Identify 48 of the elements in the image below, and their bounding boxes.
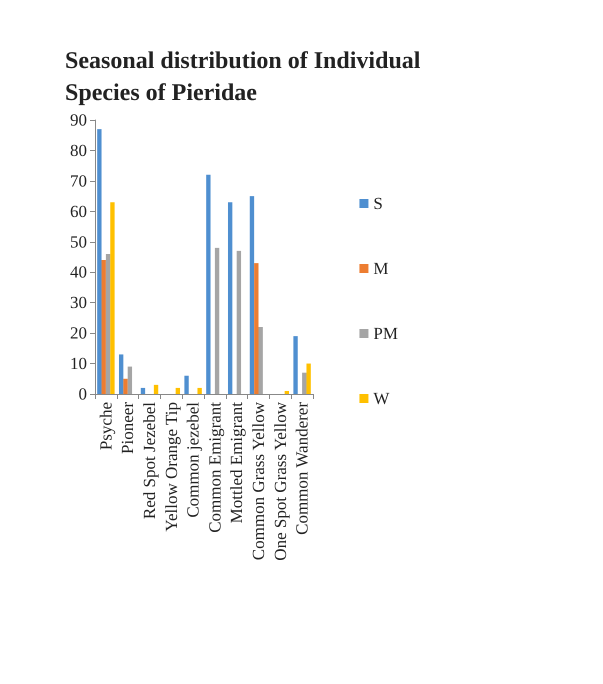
y-tick-label: 90 <box>70 110 87 130</box>
chart-title: Seasonal distribution of Individual Species of Pieridae <box>65 48 426 106</box>
bar <box>293 336 298 394</box>
bar <box>154 384 158 394</box>
y-tick-label: 0 <box>78 384 87 404</box>
bar <box>228 202 232 394</box>
x-tick-label: Yellow Orange Tip <box>162 402 181 532</box>
legend-label: M <box>373 259 389 278</box>
legend-label: W <box>373 389 390 408</box>
bar <box>250 196 254 394</box>
x-tick-label: Common Wanderer <box>292 402 312 535</box>
bar <box>258 327 263 394</box>
bar <box>176 388 180 394</box>
x-tick-label: Pioneer <box>118 402 138 454</box>
bar <box>184 376 189 394</box>
bar <box>97 129 102 394</box>
bar <box>118 354 124 394</box>
y-tick-label: 30 <box>70 293 87 312</box>
bar <box>140 388 146 394</box>
bar <box>110 202 115 394</box>
y-tick-label: 10 <box>70 354 87 374</box>
bar <box>128 366 132 394</box>
bar <box>102 260 106 394</box>
x-tick-label: One Spot Grass Yellow <box>270 401 290 561</box>
bar <box>123 378 128 394</box>
bar <box>254 263 258 394</box>
bar <box>306 364 311 394</box>
x-tick-label: Common Grass Yellow <box>249 401 268 560</box>
y-tick-label: 60 <box>70 202 87 221</box>
bar <box>206 174 211 394</box>
legend-label: S <box>373 194 383 213</box>
y-tick-label: 70 <box>70 171 87 190</box>
x-tick-label: Psyche <box>96 402 116 450</box>
bar <box>214 248 220 394</box>
legend-label: PM <box>373 324 398 343</box>
bar <box>106 254 110 394</box>
x-tick-label: Red Spot Jezebel <box>140 402 159 520</box>
bar <box>284 390 290 394</box>
bar <box>302 372 306 394</box>
bar <box>236 250 242 394</box>
bar <box>197 388 202 394</box>
x-tick-label: Mottled Emigrant <box>227 402 246 524</box>
x-tick-label: Common jezebel <box>184 402 203 518</box>
y-tick-label: 50 <box>70 232 87 252</box>
x-tick-label: Common Emigrant <box>205 402 224 533</box>
y-tick-label: 40 <box>70 262 87 282</box>
y-tick-label: 80 <box>70 140 87 160</box>
y-tick-label: 20 <box>70 324 87 343</box>
